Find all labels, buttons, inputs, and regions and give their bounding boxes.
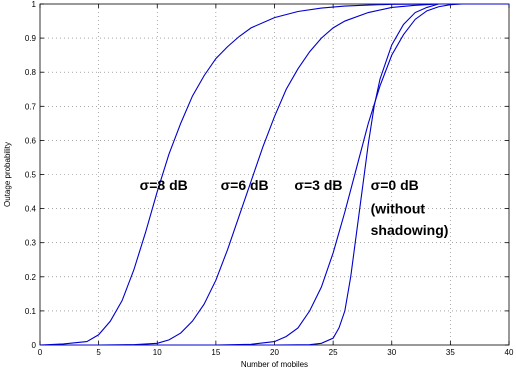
curve-annotation: σ=3 dB [294, 177, 342, 193]
y-tick-label: 0.6 [25, 136, 37, 145]
x-tick-label: 20 [270, 348, 279, 357]
x-axis-label: Number of mobiles [241, 360, 308, 369]
y-tick-label: 0.1 [25, 307, 37, 316]
x-tick-label: 25 [329, 348, 338, 357]
x-tick-label: 5 [96, 348, 101, 357]
grid [40, 4, 509, 345]
y-tick-label: 0.2 [25, 273, 37, 282]
x-tick-label: 0 [38, 348, 43, 357]
y-tick-label: 0.8 [25, 68, 37, 77]
x-tick-label: 15 [211, 348, 220, 357]
y-axis-label: Outage probability [3, 142, 12, 207]
axis-ticks: 0 5 10 15 20 25 30 35 40 0 0.1 0.2 0.3 0.4 0.5 0.6 0.7 0.… [25, 0, 514, 357]
x-tick-label: 40 [505, 348, 514, 357]
y-tick-label: 0.5 [25, 171, 37, 180]
curve-annotation: σ=6 dB [221, 177, 269, 193]
series-line-3 [40, 3, 509, 346]
x-tick-label: 35 [446, 348, 455, 357]
x-tick-label: 10 [153, 348, 162, 357]
curve-annotations: σ=8 dB σ=6 dB σ=3 dB σ=0 dB (without shadowin… [140, 177, 449, 238]
curve-annotation: σ=8 dB [140, 177, 188, 193]
y-tick-label: 0 [32, 341, 37, 350]
y-tick-label: 1 [32, 0, 37, 9]
series-line-1 [39, 3, 509, 346]
curve-annotation: (without [371, 201, 426, 217]
y-tick-label: 0.4 [25, 205, 37, 214]
series-line-2 [40, 3, 509, 346]
curve-annotation: shadowing) [371, 222, 449, 238]
curve-annotation: σ=0 dB [371, 177, 419, 193]
series-line-4 [40, 3, 509, 346]
plot-frame [39, 3, 510, 346]
x-tick-label: 30 [387, 348, 396, 357]
series-lines [39, 3, 509, 346]
y-tick-label: 0.9 [25, 34, 37, 43]
y-tick-label: 0.7 [25, 102, 37, 111]
y-tick-label: 0.3 [25, 239, 37, 248]
